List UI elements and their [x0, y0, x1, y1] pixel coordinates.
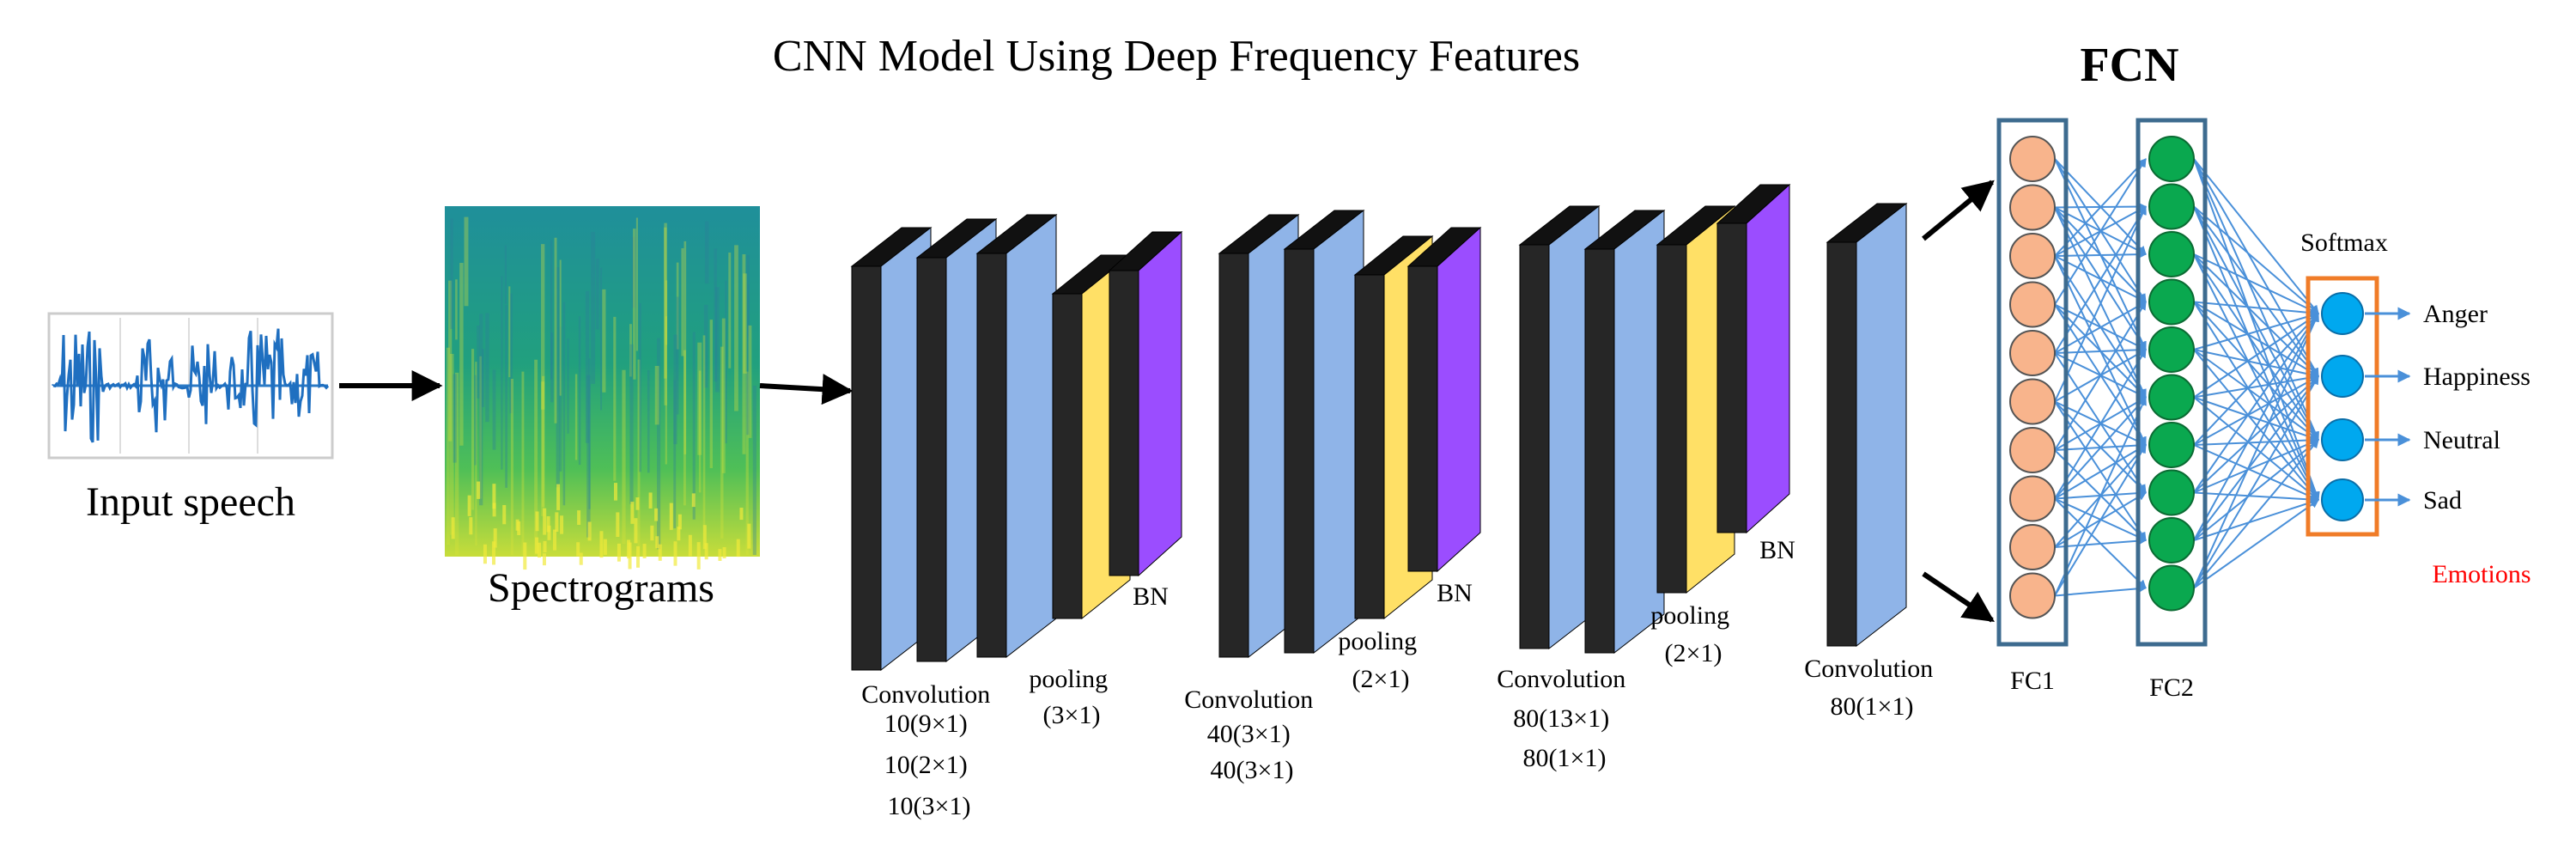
- input-speech-label: Input speech: [86, 479, 295, 525]
- label-pool2: pooling (2×1): [1338, 627, 1423, 693]
- cnn-labels: Convolution 10(9×1) 10(2×1) 10(3×1) pool…: [861, 536, 1940, 820]
- fc1-label: FC1: [2010, 667, 2055, 695]
- bn-layer: [1108, 230, 1183, 577]
- fc1-node: [2009, 572, 2056, 619]
- fc2-node: [2148, 136, 2195, 182]
- softmax-node: [2321, 292, 2364, 335]
- softmax-label: Softmax: [2300, 228, 2388, 257]
- bn-layer: [1716, 183, 1791, 534]
- fc2-label: FC2: [2149, 673, 2194, 702]
- label-pool1: pooling (3×1): [1029, 665, 1114, 729]
- label-conv3: Convolution 80(13×1) 80(1×1): [1497, 665, 1632, 772]
- emotion-label-neutral: Neutral: [2423, 426, 2500, 454]
- diagram-title: CNN Model Using Deep Frequency Features: [773, 32, 1580, 81]
- conv-layer: [1583, 209, 1666, 655]
- emotion-label-sad: Sad: [2423, 486, 2462, 515]
- label-conv4: Convolution 80(1×1): [1804, 655, 1940, 721]
- fc2-box: [2136, 118, 2208, 647]
- fc1-node: [2009, 378, 2056, 425]
- fc2-node: [2148, 231, 2195, 277]
- arrow-spec-to-cnn: [759, 374, 854, 405]
- fc1-node: [2009, 233, 2056, 279]
- emotion-label-happiness: Happiness: [2423, 362, 2530, 391]
- fc2-node: [2148, 564, 2195, 612]
- input-waveform: [47, 312, 334, 460]
- spectrogram-image: [445, 206, 760, 570]
- bn-layer: [1406, 226, 1482, 573]
- fc1-node: [2009, 475, 2056, 522]
- softmax-node: [2321, 355, 2364, 398]
- softmax-box: [2306, 276, 2379, 537]
- arrow-cnn-to-fc-bottom: [1922, 571, 1995, 623]
- arrow-cnn-to-fc-top: [1922, 180, 1995, 241]
- fc2-node: [2148, 326, 2195, 373]
- fc1-box: [1996, 118, 2069, 647]
- label-conv2: Convolution 40(3×1) 40(3×1): [1184, 685, 1320, 784]
- label-pool3: pooling (2×1): [1650, 601, 1735, 667]
- cnn-layers: [850, 183, 1908, 672]
- bn-label-3: BN: [1759, 536, 1795, 564]
- emotion-label-anger: Anger: [2423, 300, 2488, 328]
- fc1-node: [2009, 281, 2056, 328]
- conv-layer: [1826, 202, 1908, 648]
- softmax-node: [2321, 478, 2364, 521]
- emotions-label: Emotions: [2432, 560, 2530, 588]
- fc1-node: [2009, 427, 2056, 473]
- fc2-node: [2148, 517, 2195, 564]
- fc2-node: [2148, 183, 2195, 230]
- fc1-node: [2009, 136, 2056, 182]
- emotion-outputs: Anger Happiness Neutral Sad: [2365, 300, 2530, 515]
- conv-layer: [1283, 209, 1365, 655]
- spectrograms-label: Spectrograms: [488, 565, 714, 611]
- fc2-node: [2148, 278, 2195, 326]
- fcn-title: FCN: [2080, 39, 2178, 92]
- bn-label-1: BN: [1133, 582, 1169, 611]
- softmax-node: [2321, 418, 2364, 461]
- bn-label-2: BN: [1437, 579, 1473, 607]
- label-conv1: Convolution 10(9×1) 10(2×1) 10(3×1): [861, 680, 997, 820]
- fc1-node: [2009, 184, 2056, 231]
- fc2-node: [2148, 469, 2195, 516]
- fcn-connections: [2054, 158, 2320, 597]
- conv-layer: [975, 213, 1058, 659]
- fcn-nodes: [2009, 136, 2364, 619]
- fc2-node: [2148, 422, 2195, 468]
- fc1-node: [2009, 524, 2056, 570]
- fc1-node: [2009, 330, 2056, 376]
- fc2-node: [2148, 374, 2195, 421]
